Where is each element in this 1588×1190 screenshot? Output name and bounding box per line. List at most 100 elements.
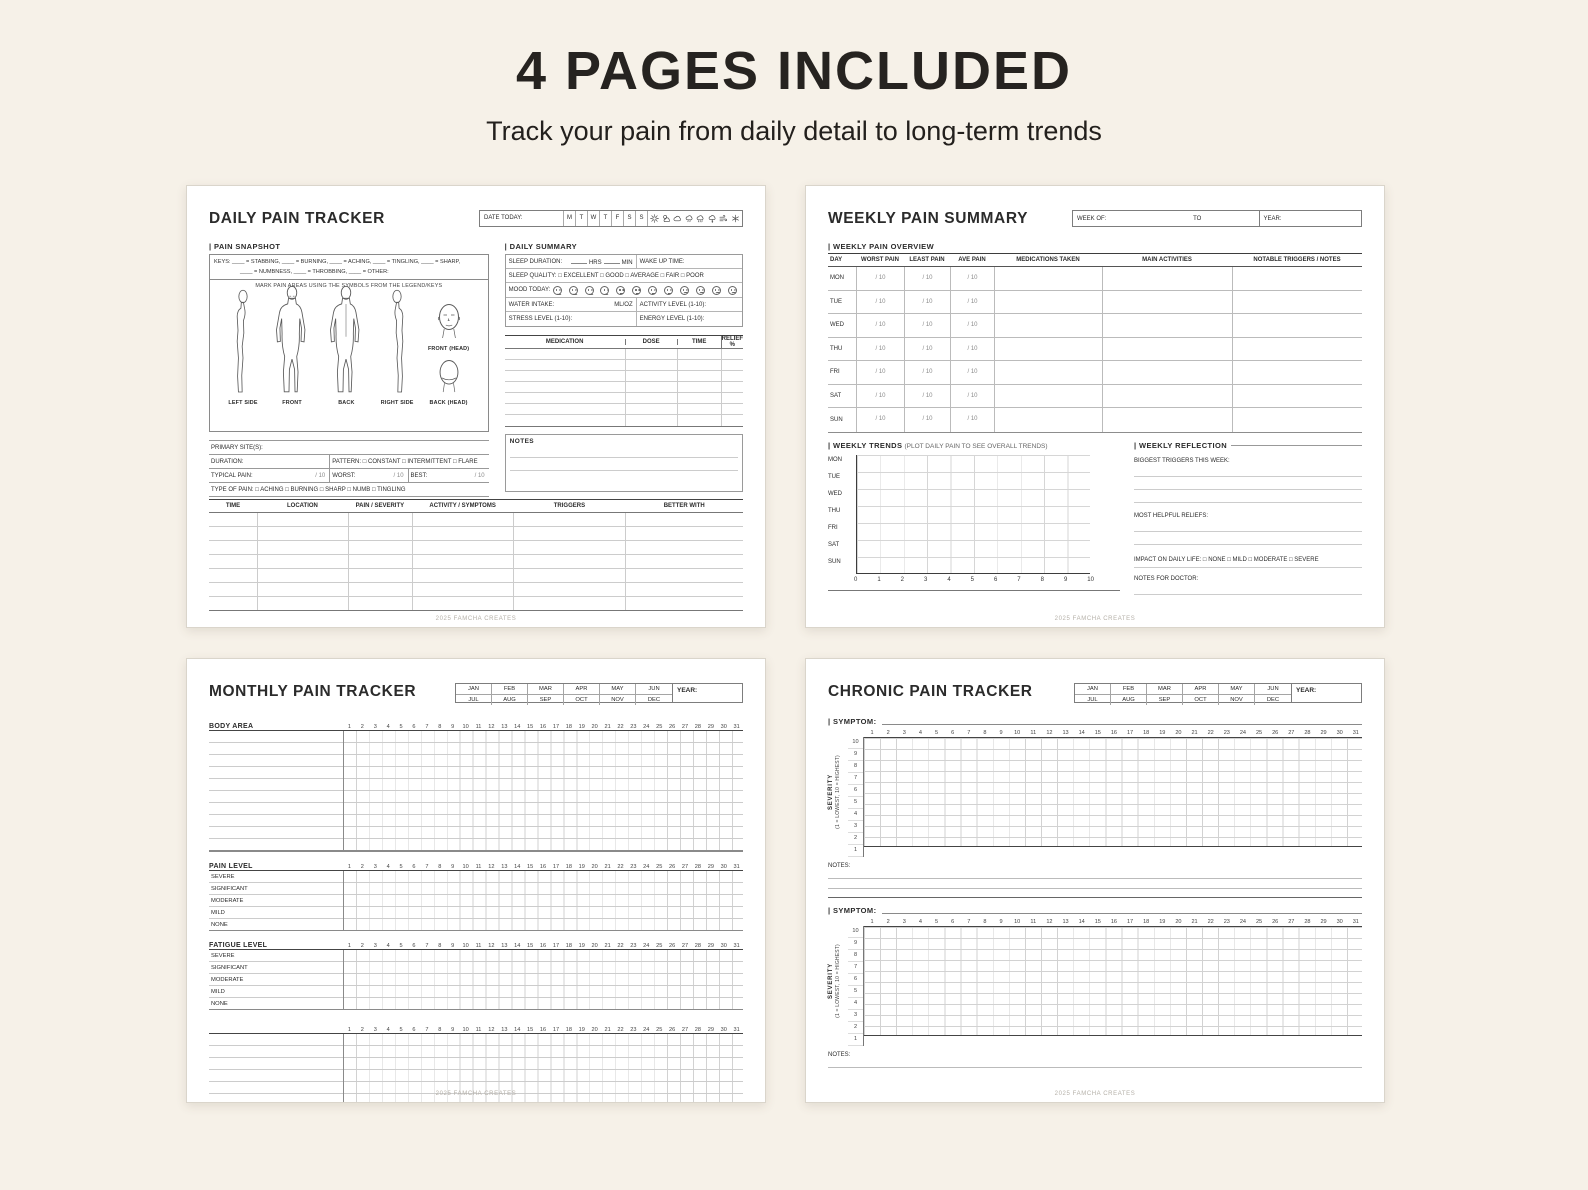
- day-numbers-row: 1 2 3 4 5 6 7 8 9 10 11 12 13 14 15 16 17 18 19 20 21 22 23 24 2…: [347, 943, 740, 949]
- pain-snapshot-heading: | PAIN SNAPSHOT: [209, 242, 281, 251]
- week-of-box: WEEK OF: TO YEAR:: [1072, 210, 1362, 227]
- partly-cloudy-icon: [663, 215, 670, 223]
- overview-row-tue: TUE/ 10/ 10/ 10: [828, 290, 1362, 314]
- daily-summary-table: SLEEP DURATION: HRS MIN WAKE UP TIME: SLE…: [504, 254, 743, 327]
- weekly-pain-summary-page: WEEKLY PAIN SUMMARY WEEK OF: TO YEAR: | W…: [805, 185, 1385, 628]
- storm-icon: [708, 215, 716, 223]
- custom-tracking-grid: [209, 1033, 743, 1102]
- wake-up-time-field: WAKE UP TIME:: [635, 255, 742, 268]
- type-of-pain-checkboxes: TYPE OF PAIN: □ ACHING □ BURNING □ SHARP…: [211, 486, 406, 493]
- weather-icon-row: [648, 211, 742, 226]
- trend-axis-labels: 0 1 2 3 4 5 6 7 8 9 10: [854, 576, 1094, 583]
- helpful-reliefs-label: MOST HELPFUL RELIEFS:: [1134, 512, 1209, 519]
- best-pain-field: BEST:/ 10: [407, 469, 489, 482]
- pain-details-rows: PRIMARY SITE(S): DURATION: PATTERN: □ CO…: [209, 440, 489, 497]
- body-back-icon: [330, 285, 360, 393]
- body-right-side-icon: [392, 289, 404, 393]
- year-field: YEAR:: [1291, 684, 1361, 702]
- sleep-duration-field: SLEEP DURATION: HRS MIN: [508, 258, 633, 267]
- mark-areas-note: MARK PAIN AREAS USING THE SYMBOLS FROM T…: [255, 283, 443, 289]
- mood-face-icon: [632, 285, 642, 295]
- monthly-pain-tracker-page: MONTHLY PAIN TRACKER JAN FEB MAR APR MAY JUN J…: [186, 658, 766, 1103]
- body-front-icon: [276, 285, 306, 393]
- medication-rows: [504, 349, 743, 426]
- weekly-overview-heading: | WEEKLY PAIN OVERVIEW: [828, 242, 935, 251]
- day-numbers-row: 1 2 3 4 5 6 7 8 9 10 11 12 13 14 15 16 17 18 19 20 21 22 23 24 2…: [347, 724, 740, 730]
- biggest-triggers-label: BIGGEST TRIGGERS THIS WEEK:: [1134, 457, 1230, 464]
- banner-subtitle: Track your pain from daily detail to lon…: [486, 116, 1102, 146]
- mood-face-icon: [679, 285, 689, 295]
- severity-plot-grid: [864, 737, 1362, 847]
- drizzle-icon: [685, 215, 693, 223]
- severity-axis-label: SEVERITY (1 = LOWEST, 10 = HIGHEST): [828, 755, 842, 829]
- month-cells: JAN FEB MAR APR MAY JUN JUL AUG SEP OCT NOV DEC: [456, 684, 672, 705]
- overview-row-sun: SUN/ 10/ 10/ 10: [828, 408, 1362, 432]
- chronic-page-title: CHRONIC PAIN TRACKER: [828, 683, 1033, 700]
- body-figure-back: BACK: [326, 285, 366, 406]
- body-area-grid: [209, 730, 743, 852]
- worst-pain-field: WORST:/ 10: [329, 469, 407, 482]
- monthly-page-title: MONTHLY PAIN TRACKER: [209, 683, 417, 700]
- overview-row-thu: THU/ 10/ 10/ 10: [828, 337, 1362, 361]
- daily-summary-heading: | DAILY SUMMARY: [504, 242, 578, 251]
- relief-col-header: RELIEF %: [720, 336, 743, 348]
- body-figure-right-side: RIGHT SIDE: [381, 289, 414, 406]
- mood-face-icon: [727, 285, 737, 295]
- months-selector-box: JAN FEB MAR APR MAY JUN JUL AUG SEP OCT NOV DEC YEA…: [455, 683, 743, 705]
- mood-face-icon: [648, 285, 658, 295]
- page-footer-credit: 2025 FAMCHA CREATES: [435, 616, 517, 622]
- time-col-header: TIME: [676, 339, 721, 345]
- mood-face-icon: [711, 285, 721, 295]
- severity-axis-label: SEVERITY (1 = LOWEST, 10 = HIGHEST): [828, 944, 842, 1018]
- day-numbers-row: 1 2 3 4 5 6 7 8 9 10 11 12 13 14 15 16 17 18 19 20 21 22 23 24 2…: [347, 1027, 740, 1033]
- mood-face-icon: [552, 285, 562, 296]
- overview-row-fri: FRI/ 10/ 10/ 10: [828, 361, 1362, 385]
- duration-field: DURATION:: [211, 458, 244, 465]
- water-intake-field: WATER INTAKE: ML/OZ: [508, 301, 633, 308]
- severity-scale-numbers: 10 9 8 7 6 5 4 3 2 1: [848, 737, 864, 857]
- weekly-page-title: WEEKLY PAIN SUMMARY: [828, 210, 1029, 227]
- overview-row-wed: WED/ 10/ 10/ 10: [828, 314, 1362, 338]
- symptom-label: | SYMPTOM:: [828, 717, 877, 726]
- day-numbers-row: 1 2 3 4 5 6 7 8 9 10 11 12 13 14 15 16 17 18 19 20 21 22 23 24 2…: [347, 864, 740, 870]
- date-today-label: DATE TODAY:: [480, 211, 564, 226]
- snow-icon: [731, 214, 739, 223]
- daily-log-table: TIME LOCATION PAIN / SEVERITY ACTIVITY /…: [209, 499, 743, 611]
- pattern-checkboxes: PATTERN: □ CONSTANT □ INTERMITTENT □ FLA…: [329, 455, 488, 468]
- head-back-icon: [439, 360, 459, 393]
- body-diagram-row: LEFT SIDE FRONT: [210, 285, 488, 406]
- year-field: YEAR:: [672, 684, 742, 702]
- pain-level-grid: SEVERE SIGNIFICANT MODERATE MILD NONE: [209, 870, 743, 931]
- notes-label: NOTES:: [828, 1052, 851, 1058]
- wind-icon: [719, 215, 728, 222]
- mood-faces-row: [550, 285, 739, 296]
- page-footer-credit: 2025 FAMCHA CREATES: [435, 1091, 517, 1097]
- banner-title: 4 PAGES INCLUDED: [515, 41, 1073, 101]
- overview-row-mon: MON/ 10/ 10/ 10: [828, 267, 1362, 291]
- severity-chart-2: SEVERITY (1 = LOWEST, 10 = HIGHEST) 10 9 8…: [828, 926, 1362, 1046]
- daily-notes-box: NOTES: [504, 434, 743, 492]
- symbol-keys-legend: KEYS: ____ = STABBING, ____ = BURNING, _…: [210, 255, 488, 280]
- pain-level-label: PAIN LEVEL: [209, 863, 253, 870]
- month-cells: JAN FEB MAR APR MAY JUN JUL AUG SEP OCT NOV DEC: [1075, 684, 1291, 705]
- mood-face-icon: [663, 285, 673, 295]
- year-field: YEAR:: [1258, 211, 1361, 226]
- primary-site-field: PRIMARY SITE(S):: [211, 444, 263, 451]
- trend-day-labels: MON TUE WED THU FRI SAT SUN: [828, 456, 842, 565]
- severity-plot-grid: [864, 926, 1362, 1036]
- head-diagrams-column: FRONT (HEAD) BACK (HEAD): [428, 278, 469, 406]
- rain-icon: [696, 215, 704, 223]
- body-area-label: BODY AREA: [209, 723, 254, 730]
- mood-face-icon: [600, 285, 610, 296]
- page-footer-credit: 2025 FAMCHA CREATES: [1054, 616, 1136, 622]
- daily-log-rows: [209, 513, 743, 611]
- cloud-icon: [673, 215, 682, 222]
- impact-daily-life-checkboxes: IMPACT ON DAILY LIFE: □ NONE □ MILD □ MO…: [1134, 557, 1362, 568]
- page-footer-credit: 2025 FAMCHA CREATES: [1054, 1091, 1136, 1097]
- severity-scale-numbers: 10 9 8 7 6 5 4 3 2 1: [848, 926, 864, 1046]
- typical-pain-field: TYPICAL PAIN:/ 10: [211, 472, 326, 479]
- fatigue-level-grid: SEVERE SIGNIFICANT MODERATE MILD NONE: [209, 949, 743, 1010]
